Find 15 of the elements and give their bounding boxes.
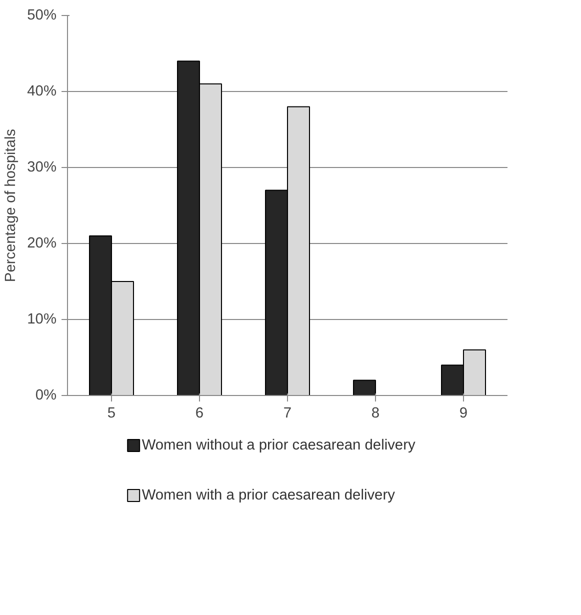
y-tick-label: 20% — [27, 236, 57, 252]
legend-label: Women without a prior caesarean delivery — [142, 438, 416, 454]
y-tick-label: 40% — [27, 84, 57, 100]
y-tick-label: 30% — [27, 160, 57, 176]
x-tick-label: 8 — [371, 406, 380, 422]
y-tick-label: 10% — [27, 312, 57, 328]
x-tick-label: 9 — [459, 406, 468, 422]
legend-label: Women with a prior caesarean delivery — [142, 488, 396, 504]
y-axis-title: Percentage of hospitals — [3, 128, 20, 282]
y-tick-label: 0% — [35, 388, 57, 404]
x-tick-label: 5 — [107, 406, 116, 422]
bar — [353, 380, 376, 396]
x-tick-label: 6 — [195, 406, 204, 422]
y-tick-label: 50% — [27, 8, 57, 24]
x-tick-label: 7 — [283, 406, 292, 422]
